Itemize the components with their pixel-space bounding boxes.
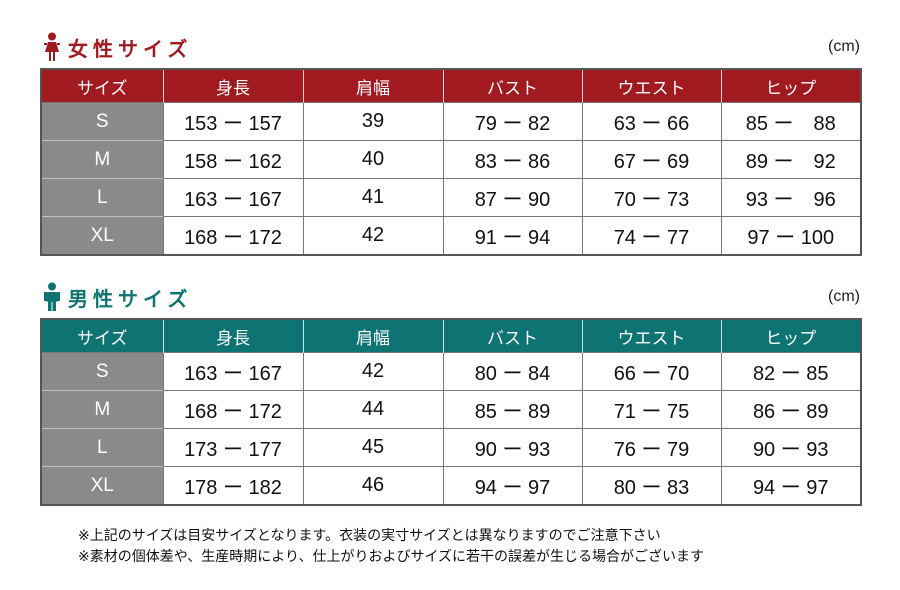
bust-value: 94 ー 97: [442, 466, 582, 505]
table-row: S 153 ー 157 39 79 ー 82 63 ー 66 85 ー 88: [41, 102, 861, 141]
shoulder-value: 45: [302, 428, 443, 467]
waist-value: 80 ー 83: [581, 466, 721, 505]
shoulder-value: 42: [302, 352, 443, 391]
women-size-section: 女性サイズ (cm) サイズ 身長 肩幅 バスト ウエスト ヒップ S 153 …: [40, 30, 862, 256]
waist-value: 70 ー 73: [581, 178, 721, 217]
women-title-text: 女性サイズ: [68, 36, 193, 61]
height-value: 168 ー 172: [162, 216, 303, 255]
header-waist: ウエスト: [581, 69, 721, 103]
women-unit-label: (cm): [828, 38, 860, 55]
hip-value: 94 ー 97: [720, 466, 861, 505]
header-shoulder: 肩幅: [302, 319, 443, 353]
header-height: 身長: [162, 69, 303, 103]
header-size: サイズ: [41, 69, 163, 103]
header-waist: ウエスト: [581, 319, 721, 353]
male-person-icon: [44, 282, 60, 311]
header-shoulder: 肩幅: [302, 69, 443, 103]
bust-value: 91 ー 94: [442, 216, 582, 255]
height-value: 178 ー 182: [162, 466, 303, 505]
size-label: XL: [41, 466, 163, 505]
shoulder-value: 40: [302, 140, 443, 179]
bust-value: 90 ー 93: [442, 428, 582, 467]
men-section-header: 男性サイズ (cm): [40, 280, 860, 318]
header-size: サイズ: [41, 319, 163, 353]
table-row: M 158 ー 162 40 83 ー 86 67 ー 69 89 ー 92: [41, 140, 861, 179]
table-row: XL 168 ー 172 42 91 ー 94 74 ー 77 97 ー 100: [41, 216, 861, 255]
bust-value: 80 ー 84: [442, 352, 582, 391]
waist-value: 76 ー 79: [581, 428, 721, 467]
bust-value: 85 ー 89: [442, 390, 582, 429]
height-value: 163 ー 167: [162, 352, 303, 391]
size-label: S: [41, 102, 163, 141]
size-label: XL: [41, 216, 163, 255]
height-value: 158 ー 162: [162, 140, 303, 179]
size-label: S: [41, 352, 163, 391]
hip-value: 93 ー 96: [720, 178, 861, 217]
bust-value: 79 ー 82: [442, 102, 582, 141]
bust-value: 87 ー 90: [442, 178, 582, 217]
women-size-table: サイズ 身長 肩幅 バスト ウエスト ヒップ S 153 ー 157 39 79…: [40, 68, 862, 256]
women-title: 女性サイズ: [42, 32, 192, 62]
shoulder-value: 44: [302, 390, 443, 429]
waist-value: 63 ー 66: [581, 102, 721, 141]
size-notes: ※上記のサイズは目安サイズとなります。衣装の実寸サイズとは異なりますのでご注意下…: [78, 526, 704, 568]
header-height: 身長: [162, 319, 303, 353]
waist-value: 67 ー 69: [581, 140, 721, 179]
note-line: ※素材の個体差や、生産時期により、仕上がりおよびサイズに若干の誤差が生じる場合が…: [78, 549, 705, 565]
table-row: XL 178 ー 182 46 94 ー 97 80 ー 83 94 ー 97: [41, 466, 861, 505]
shoulder-value: 46: [302, 466, 443, 505]
table-row: S 163 ー 167 42 80 ー 84 66 ー 70 82 ー 85: [41, 352, 861, 391]
waist-value: 74 ー 77: [581, 216, 721, 255]
height-value: 173 ー 177: [162, 428, 303, 467]
men-header-row: サイズ 身長 肩幅 バスト ウエスト ヒップ: [41, 319, 861, 353]
women-section-header: 女性サイズ (cm): [40, 30, 860, 68]
bust-value: 83 ー 86: [442, 140, 582, 179]
table-row: L 173 ー 177 45 90 ー 93 76 ー 79 90 ー 93: [41, 428, 861, 467]
hip-value: 89 ー 92: [720, 140, 861, 179]
size-label: L: [41, 178, 163, 217]
men-size-section: 男性サイズ (cm) サイズ 身長 肩幅 バスト ウエスト ヒップ S 163 …: [40, 280, 862, 506]
size-label: M: [41, 390, 163, 429]
header-hip: ヒップ: [720, 69, 861, 103]
shoulder-value: 42: [302, 216, 443, 255]
hip-value: 85 ー 88: [720, 102, 861, 141]
female-person-icon: [44, 32, 60, 61]
men-title-text: 男性サイズ: [68, 286, 193, 311]
waist-value: 66 ー 70: [581, 352, 721, 391]
height-value: 163 ー 167: [162, 178, 303, 217]
waist-value: 71 ー 75: [581, 390, 721, 429]
shoulder-value: 39: [302, 102, 443, 141]
hip-value: 97 ー 100: [720, 216, 861, 255]
table-row: M 168 ー 172 44 85 ー 89 71 ー 75 86 ー 89: [41, 390, 861, 429]
header-hip: ヒップ: [720, 319, 861, 353]
shoulder-value: 41: [302, 178, 443, 217]
hip-value: 90 ー 93: [720, 428, 861, 467]
men-size-table: サイズ 身長 肩幅 バスト ウエスト ヒップ S 163 ー 167 42 80…: [40, 318, 862, 506]
size-label: L: [41, 428, 163, 467]
hip-value: 86 ー 89: [720, 390, 861, 429]
note-line: ※上記のサイズは目安サイズとなります。衣装の実寸サイズとは異なりますのでご注意下…: [78, 528, 661, 544]
table-row: L 163 ー 167 41 87 ー 90 70 ー 73 93 ー 96: [41, 178, 861, 217]
men-title: 男性サイズ: [42, 282, 192, 312]
header-bust: バスト: [442, 319, 582, 353]
height-value: 168 ー 172: [162, 390, 303, 429]
height-value: 153 ー 157: [162, 102, 303, 141]
header-bust: バスト: [442, 69, 582, 103]
women-header-row: サイズ 身長 肩幅 バスト ウエスト ヒップ: [41, 69, 861, 103]
men-unit-label: (cm): [828, 288, 860, 305]
size-label: M: [41, 140, 163, 179]
hip-value: 82 ー 85: [720, 352, 861, 391]
